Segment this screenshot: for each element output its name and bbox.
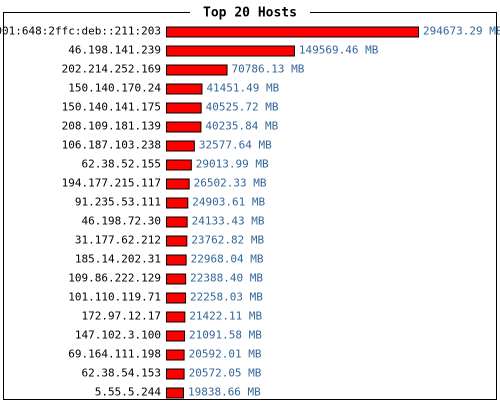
value-label: 40235.84 MB [205, 120, 278, 133]
host-label: 62.38.52.155 [82, 158, 161, 171]
bar [166, 349, 185, 361]
bar [166, 387, 184, 399]
host-label: 91.235.53.111 [75, 196, 161, 209]
bar [166, 159, 192, 171]
value-label: 41451.49 MB [206, 82, 279, 95]
host-label: 62.38.54.153 [82, 367, 161, 380]
bar [166, 26, 419, 38]
value-label: 26502.33 MB [194, 177, 267, 190]
host-label: 150.140.170.24 [68, 82, 161, 95]
title-backdrop [190, 4, 310, 20]
value-label: 20592.01 MB [189, 348, 262, 361]
host-label: 46.198.141.239 [68, 44, 161, 57]
host-label: 106.187.103.238 [62, 139, 161, 152]
value-label: 24133.43 MB [192, 215, 265, 228]
value-label: 20572.05 MB [189, 367, 262, 380]
bar [166, 292, 187, 304]
bar [166, 254, 187, 266]
value-label: 24903.61 MB [192, 196, 265, 209]
host-label: 109.86.222.129 [68, 272, 161, 285]
bar [166, 140, 195, 152]
bar [166, 235, 188, 247]
value-label: 294673.29 MB [423, 25, 500, 38]
host-label: 101.110.119.71 [68, 291, 161, 304]
bar [166, 45, 295, 57]
bar [166, 216, 188, 228]
host-label: 46.198.72.30 [82, 215, 161, 228]
host-label: 185.14.202.31 [75, 253, 161, 266]
bar [166, 197, 189, 209]
host-label: 5.55.5.244 [95, 386, 162, 399]
value-label: 21422.11 MB [189, 310, 262, 323]
value-label: 149569.46 MB [299, 44, 379, 57]
host-label: 147.102.3.100 [75, 329, 161, 342]
bar [166, 178, 190, 190]
value-label: 22258.03 MB [190, 291, 263, 304]
bar [166, 330, 186, 342]
host-label: 194.177.215.117 [62, 177, 161, 190]
bar [166, 64, 228, 76]
host-label: 2001:648:2ffc:deb::211:203 [0, 25, 161, 38]
host-label: 31.177.62.212 [75, 234, 161, 247]
bar [166, 121, 202, 133]
host-label: 202.214.252.169 [62, 63, 161, 76]
value-label: 29013.99 MB [196, 158, 269, 171]
value-label: 22388.40 MB [190, 272, 263, 285]
chart-title: Top 20 Hosts [203, 6, 297, 21]
value-label: 23762.82 MB [191, 234, 264, 247]
value-label: 32577.64 MB [199, 139, 272, 152]
bar [166, 83, 203, 95]
value-label: 19838.66 MB [188, 386, 261, 399]
host-label: 208.109.181.139 [62, 120, 161, 133]
value-label: 21091.58 MB [189, 329, 262, 342]
bar [166, 311, 186, 323]
host-label: 69.164.111.198 [68, 348, 161, 361]
host-label: 172.97.12.17 [82, 310, 161, 323]
bar [166, 102, 202, 114]
value-label: 22968.04 MB [191, 253, 264, 266]
value-label: 70786.13 MB [232, 63, 305, 76]
bar [166, 273, 187, 285]
bar [166, 368, 185, 380]
host-label: 150.140.141.175 [62, 101, 161, 114]
value-label: 40525.72 MB [206, 101, 279, 114]
